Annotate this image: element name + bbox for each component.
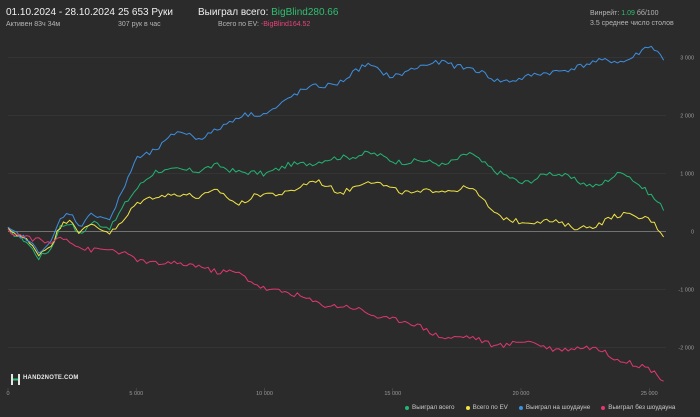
x-tick-label: 25 000 [641,391,658,397]
y-tick-label: 3 000 [680,55,694,61]
legend-dot-won-showdown [518,405,523,410]
x-tick-label: 5 000 [129,391,143,397]
winrate: Винрейт: 1.09 бб/100 [590,10,658,17]
won-total-value: BigBlind280.66 [271,7,339,18]
date-range[interactable]: 01.10.2024 - 28.10.2024 [6,7,115,18]
legend-dot-won-total [405,405,409,410]
legend-item-won-showdown[interactable]: Выиграл на шоудауне [518,404,591,411]
winrate-label: Винрейт: [590,10,620,17]
series-line-3 [7,228,664,382]
legend-dot-won-no-showdown [601,405,606,410]
hands-per-hour: 307 рук в час [118,21,161,28]
y-tick-label: 2 000 [680,113,694,119]
header: 01.10.2024 - 28.10.2024 Активен 83ч 34м … [0,0,700,40]
x-tick-label: 20 000 [513,391,530,397]
grid-layer [7,57,666,391]
won-total-label: Выиграл всего: [198,7,269,18]
legend-label-won-no-showdown: Выиграл без шоудауна [608,404,676,411]
y-tick-label: -2 000 [678,345,694,351]
x-tick-label: 15 000 [384,391,401,397]
legend-item-won-total[interactable]: Выиграл всего [405,404,455,411]
tick-labels-layer: 3 000 2 000 1 000 0 -1 000 -2 000 0 5 000 10 000… [6,55,694,397]
active-time: Активен 83ч 34м [6,21,61,28]
series-line-0 [7,150,665,261]
winrate-value: 1.09 [621,10,635,17]
series-line-2 [7,45,665,254]
y-tick-label: 0 [691,229,694,235]
hand2note-logo-icon [11,372,20,385]
series-layer [7,45,665,382]
x-tick-label: 10 000 [256,391,273,397]
y-tick-label: 1 000 [680,171,694,177]
legend-item-won-no-showdown[interactable]: Выиграл без шоудауна [601,404,675,411]
logo-text: HAND2NOTE.COM [23,374,79,381]
avg-tables: 3.5 среднее число столов [590,20,674,27]
legend: Выиграл всего Всего по EV Выиграл на шоу… [405,404,675,411]
legend-dot-ev-total [465,405,470,410]
legend-label-won-showdown: Выиграл на шоудауне [525,404,591,411]
won-total: Выиграл всего: BigBlind280.66 [198,7,338,18]
legend-label-ev-total: Всего по EV [472,404,508,411]
series-line-1 [7,179,665,257]
hand2note-logo: HAND2NOTE.COM [11,372,79,385]
ev-total-value: -BigBlind164.52 [260,21,311,28]
y-tick-label: -1 000 [678,287,694,293]
x-tick-label: 0 [6,391,9,397]
legend-item-ev-total[interactable]: Всего по EV [465,404,508,411]
ev-total: Всего по EV: -BigBlind164.52 [218,21,310,28]
legend-label-won-total: Выиграл всего [412,404,455,411]
ev-total-label: Всего по EV: [218,21,259,28]
winrate-unit: бб/100 [636,10,659,17]
hands-count: 25 653 Руки [118,7,173,18]
